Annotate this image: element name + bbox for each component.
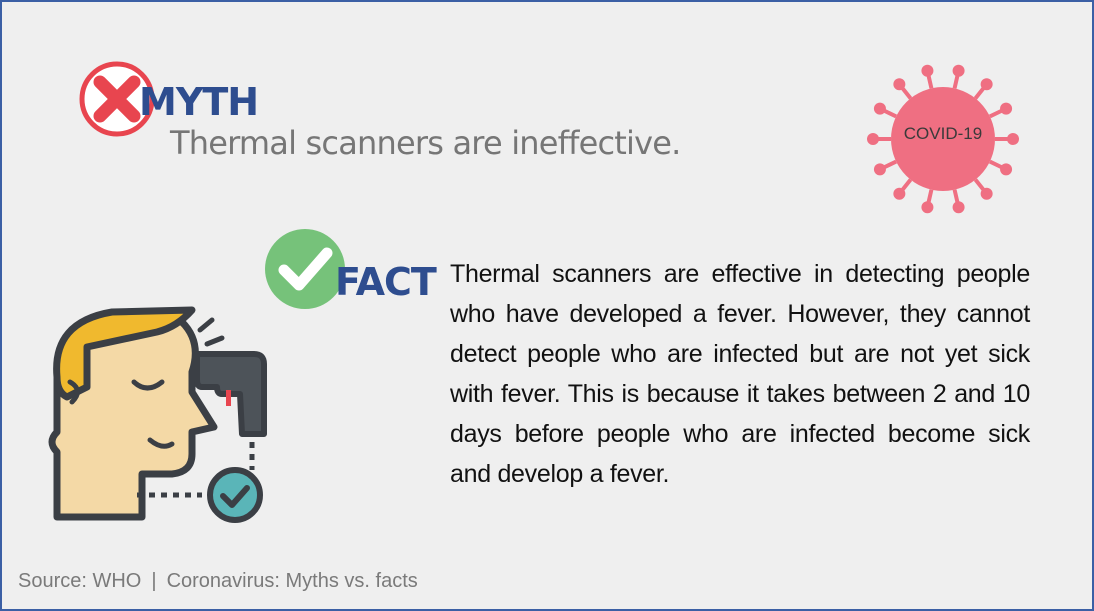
virus-spike-tip: [921, 201, 934, 214]
virus-spike-tip: [952, 201, 965, 214]
virus-spike-tip: [893, 187, 906, 200]
source-title: Coronavirus: Myths vs. facts: [166, 570, 418, 592]
fact-statement: Thermal scanners are effective in detect…: [450, 260, 1030, 488]
virus-spike-tip: [980, 78, 993, 91]
myth-heading: MYTH: [139, 80, 259, 124]
virus-spike-tip: [952, 64, 965, 77]
covid-badge-label: COVID-19: [903, 124, 983, 143]
virus-spike-tip: [873, 163, 886, 176]
footer-separator: |: [151, 570, 157, 592]
fact-heading: FACT: [335, 260, 437, 304]
virus-spike-tip: [867, 133, 879, 145]
myth-statement: Thermal scanners are ineffective.: [170, 124, 681, 162]
virus-spike-tip: [921, 64, 934, 77]
check-mark-icon: [265, 229, 345, 309]
virus-spike-tip: [980, 187, 993, 200]
thermal-scanner-person-icon: [48, 306, 267, 523]
coronavirus-icon: [867, 64, 1019, 214]
virus-spike-tip: [893, 78, 906, 91]
x-mark-icon: [79, 61, 155, 137]
virus-spike-tip: [873, 102, 886, 115]
source-text: Source: WHO: [18, 570, 142, 592]
virus-spike-tip: [1007, 133, 1019, 145]
virus-body: [891, 87, 995, 191]
virus-spike-tip: [1000, 102, 1013, 115]
virus-spike-tip: [1000, 163, 1013, 176]
source-footer: Source: WHO | Coronavirus: Myths vs. facts: [18, 570, 418, 593]
